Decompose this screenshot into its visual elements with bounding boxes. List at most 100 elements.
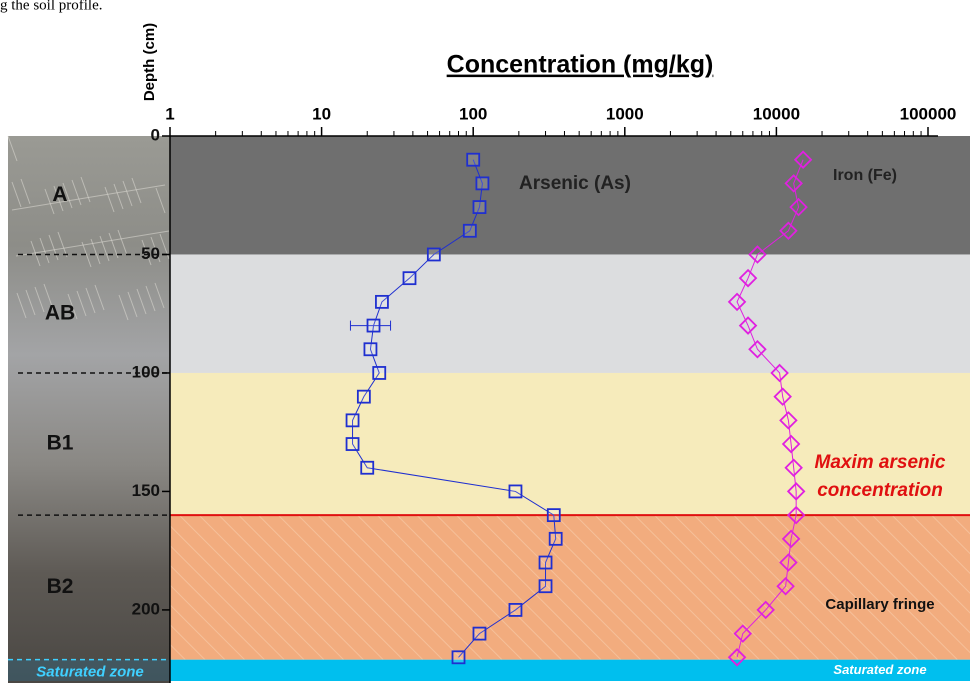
y-tick-label: 100	[132, 362, 160, 381]
data-point	[748, 339, 767, 359]
root-texture	[85, 287, 96, 314]
photo-zone-label: Saturated zone	[36, 663, 144, 680]
data-point	[784, 174, 803, 193]
data-point	[781, 529, 801, 549]
root-texture	[113, 183, 124, 210]
root-texture	[94, 284, 105, 311]
root-texture	[62, 182, 73, 209]
data-point	[546, 508, 561, 523]
data-point	[372, 366, 387, 380]
root-texture	[57, 231, 68, 258]
data-point	[508, 603, 523, 617]
data-point	[451, 650, 466, 665]
data-point	[733, 624, 753, 643]
root-texture	[15, 230, 170, 257]
root-texture	[16, 292, 27, 319]
x-tick-label: 10	[312, 104, 331, 123]
data-point	[345, 413, 360, 428]
root-texture	[39, 237, 50, 264]
y-tick-label: 200	[132, 599, 160, 618]
zone-band	[170, 136, 970, 255]
data-point	[756, 600, 775, 620]
root-texture	[136, 288, 147, 315]
root-texture	[154, 282, 165, 309]
data-point	[789, 197, 808, 217]
data-point	[738, 268, 758, 288]
root-texture	[11, 181, 22, 208]
root-texture	[81, 241, 92, 268]
data-point	[462, 223, 477, 238]
root-texture	[7, 135, 18, 162]
series-line	[736, 159, 804, 658]
data-point	[366, 318, 381, 333]
root-texture	[117, 229, 128, 256]
data-point	[784, 458, 803, 478]
zone-band	[170, 254, 970, 373]
series-label: Iron (Fe)	[833, 167, 897, 184]
data-point	[781, 434, 801, 454]
y-tick-label: 150	[132, 481, 160, 500]
root-texture	[67, 293, 78, 320]
data-point	[472, 200, 487, 214]
root-texture	[118, 294, 129, 321]
x-tick-label: 1000	[606, 104, 644, 123]
photo-zone-label: A	[52, 183, 67, 206]
root-texture	[25, 289, 36, 316]
root-texture	[80, 176, 91, 203]
x-tick-label: 1	[165, 104, 174, 123]
data-point	[773, 387, 792, 406]
data-point	[727, 648, 747, 667]
data-point	[786, 482, 806, 501]
data-point	[727, 292, 747, 312]
zone-hatch	[170, 515, 970, 660]
root-texture	[141, 239, 152, 266]
data-point	[472, 626, 487, 641]
zone-label: Saturated zone	[833, 662, 926, 677]
photo-zone-label: B1	[47, 432, 74, 455]
y-axis-title: Depth (cm)	[141, 23, 158, 101]
x-tick-label: 100000	[900, 104, 957, 123]
data-point	[776, 576, 795, 596]
data-point	[770, 363, 789, 383]
series-line	[352, 159, 557, 658]
zone-band	[170, 372, 970, 516]
data-point	[375, 294, 389, 309]
root-texture	[155, 187, 166, 214]
data-point	[748, 245, 767, 264]
annotation: Maxim arsenic	[815, 452, 946, 473]
root-texture	[20, 178, 31, 205]
data-point	[538, 555, 553, 570]
root-texture	[145, 285, 156, 312]
series-label: Arsenic (As)	[519, 173, 631, 194]
data-point	[363, 342, 378, 357]
data-point	[360, 460, 375, 475]
error-bar	[349, 320, 392, 331]
root-texture	[53, 185, 64, 212]
data-point	[402, 271, 417, 286]
zone-band	[170, 659, 970, 681]
photo-zone-label: AB	[45, 301, 75, 324]
data-point	[426, 247, 441, 262]
x-tick-label: 10000	[753, 104, 800, 123]
annotation: Capillary fringe	[825, 596, 934, 613]
root-texture	[99, 235, 110, 262]
data-point	[356, 389, 371, 404]
annotation: concentration	[817, 480, 943, 501]
data-point	[548, 531, 563, 546]
root-texture	[34, 286, 45, 313]
root-texture	[71, 179, 82, 206]
root-texture	[122, 180, 133, 207]
chart-title: Concentration (mg/kg)	[447, 51, 714, 79]
photo-zone-label: B2	[47, 575, 74, 598]
root-texture	[104, 186, 115, 213]
root-texture	[76, 290, 87, 317]
root-texture	[44, 188, 55, 215]
caption: g the soil profile.	[0, 0, 102, 13]
root-texture	[150, 236, 161, 263]
data-point	[508, 484, 523, 499]
data-point	[538, 579, 553, 594]
x-tick-label: 100	[459, 104, 487, 123]
y-tick-label: 0	[151, 125, 160, 144]
soil-photo	[8, 136, 170, 683]
